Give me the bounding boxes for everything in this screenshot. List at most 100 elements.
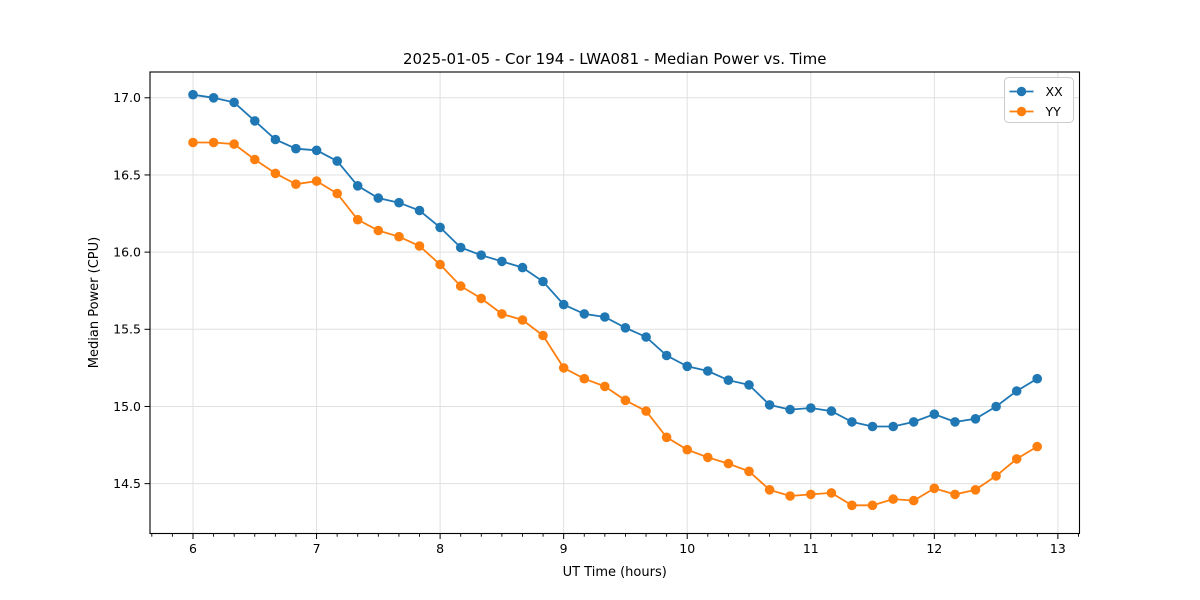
series-yy-marker [188,137,198,148]
series-xx-marker [703,366,713,376]
series-xx-marker [1011,386,1022,396]
series-yy-marker [991,471,1001,481]
series-xx-marker [558,299,569,310]
x-tick-label: 9 [560,541,568,556]
series-xx-marker [311,145,322,156]
series-yy-marker [579,373,590,384]
series-xx-marker [600,312,610,322]
x-tick-label: 12 [926,541,942,556]
legend: XX YY [1004,77,1074,123]
series-yy-marker [888,494,898,504]
series-yy-marker [414,241,425,251]
gridlines [150,72,1080,534]
series-xx-marker [641,332,651,342]
series-yy-marker [723,458,734,469]
series-xx-marker [620,323,631,333]
legend-item-yy: YY [1009,104,1062,119]
series-yy-marker [435,259,445,270]
series-yy-marker [600,381,610,392]
y-tick-label: 15.5 [113,322,141,337]
series-xx-marker [744,380,754,390]
series-xx-marker [270,134,281,145]
y-tick-label: 17.0 [113,90,141,105]
series-yy-marker [208,137,219,148]
legend-yy-label: YY [1045,104,1062,119]
series-xx-marker [950,417,960,427]
series-xx-marker [455,242,466,253]
series-yy-marker [229,139,239,149]
legend-yy-marker [1016,106,1027,117]
series-xx-marker [332,156,343,166]
series-yy-marker [785,491,795,501]
series-yy-marker [270,168,281,179]
series-xx-marker [888,421,898,432]
tick-labels: 6 7 8 9 10 11 12 13 14.5 15.0 15.5 16.0 16.5 17.0 [113,90,1066,556]
series-yy-marker [744,466,754,477]
chart-title: 2025-01-05 - Cor 194 - LWA081 - Median P… [403,50,827,68]
series-xx-marker [970,414,981,424]
series-yy-marker [291,179,301,189]
series-yy-marker [908,495,919,506]
series-yy-marker [497,309,507,319]
series-yy-marker [250,154,260,165]
series-xx-marker [414,205,425,216]
series-xx [188,89,1042,432]
axis-ticks [144,97,1079,539]
series-group [188,89,1042,511]
plot-border [149,71,1081,535]
series-xx-marker [497,256,507,267]
series-xx-marker [867,421,878,432]
series-xx-marker [229,97,239,108]
series-xx-marker [908,417,919,427]
y-axis-label: Median Power (CPU) [87,237,102,368]
series-xx-marker [661,350,672,361]
series-yy-marker [620,395,631,406]
series-xx-marker [394,197,404,208]
series-yy-marker [847,500,857,511]
x-tick-label: 11 [803,541,819,556]
series-yy-line [193,141,1038,507]
series-yy-marker [764,485,775,495]
series-yy-marker [476,293,487,304]
y-tick-label: 14.5 [113,476,141,491]
series-xx-marker [435,222,445,233]
series-xx-marker [991,401,1001,412]
series-yy-marker [641,406,651,416]
series-yy-marker [311,176,322,186]
series-xx-marker [208,93,219,103]
series-yy-marker [1011,454,1022,464]
legend-item-xx: XX [1009,84,1063,99]
series-xx-marker [352,181,363,191]
series-yy-marker [682,444,692,455]
series-yy-marker [1032,441,1042,452]
x-tick-label: 7 [313,541,321,556]
series-yy-marker [826,488,837,498]
series-yy-marker [950,489,960,500]
series-yy-marker [806,489,816,500]
series-yy-marker [352,214,363,225]
series-yy-marker [455,281,466,291]
y-tick-label: 16.0 [113,244,141,259]
x-tick-label: 10 [679,541,695,556]
series-xx-marker [826,406,837,416]
series-xx-marker [291,143,301,154]
legend-xx-marker [1016,86,1027,97]
series-xx-marker [764,400,775,410]
series-xx-marker [806,403,816,413]
series-xx-marker [188,89,198,100]
x-tick-label: 8 [436,541,444,556]
series-yy-marker [929,483,940,494]
series-yy-marker [970,485,981,495]
series-xx-marker [538,276,548,287]
series-yy [188,137,1042,511]
series-yy-marker [558,363,569,373]
series-yy-marker [517,315,528,325]
series-yy-marker [373,225,384,236]
series-xx-marker [517,262,528,273]
series-xx-marker [373,193,384,203]
series-yy-marker [703,452,713,463]
series-xx-marker [476,250,487,260]
series-xx-marker [579,309,590,319]
